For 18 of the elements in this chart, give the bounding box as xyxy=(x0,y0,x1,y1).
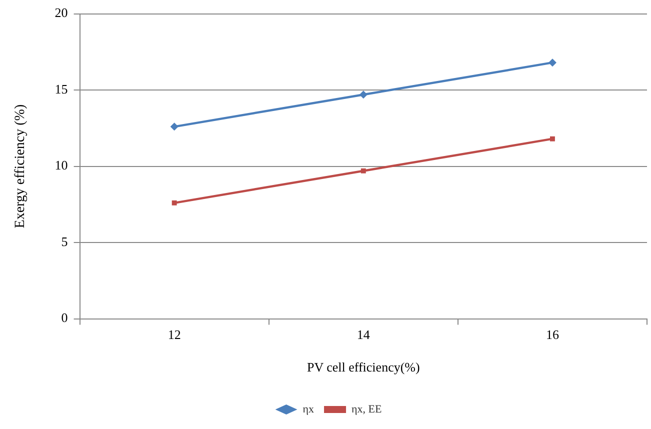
y-tick-label: 15 xyxy=(54,81,68,96)
legend-label: ηx xyxy=(302,403,315,416)
point xyxy=(170,122,178,131)
point xyxy=(360,168,366,174)
point xyxy=(548,58,556,67)
legend-label: ηx, EE xyxy=(352,403,382,416)
y-tick-label: 20 xyxy=(54,5,68,20)
y-tick-label: 5 xyxy=(61,234,68,249)
y-tick-label: 0 xyxy=(61,310,68,326)
x-tick-label: 12 xyxy=(168,327,181,342)
point xyxy=(172,200,177,206)
x-tick-label: 16 xyxy=(546,327,560,342)
point xyxy=(550,136,555,142)
point xyxy=(359,90,368,99)
y-tick-label: 10 xyxy=(54,158,68,173)
y-axis-title: Exergy efficiency (%) xyxy=(13,104,28,228)
x-axis-title: PV cell efficiency(%) xyxy=(306,360,420,375)
x-tick-label: 14 xyxy=(356,327,370,342)
